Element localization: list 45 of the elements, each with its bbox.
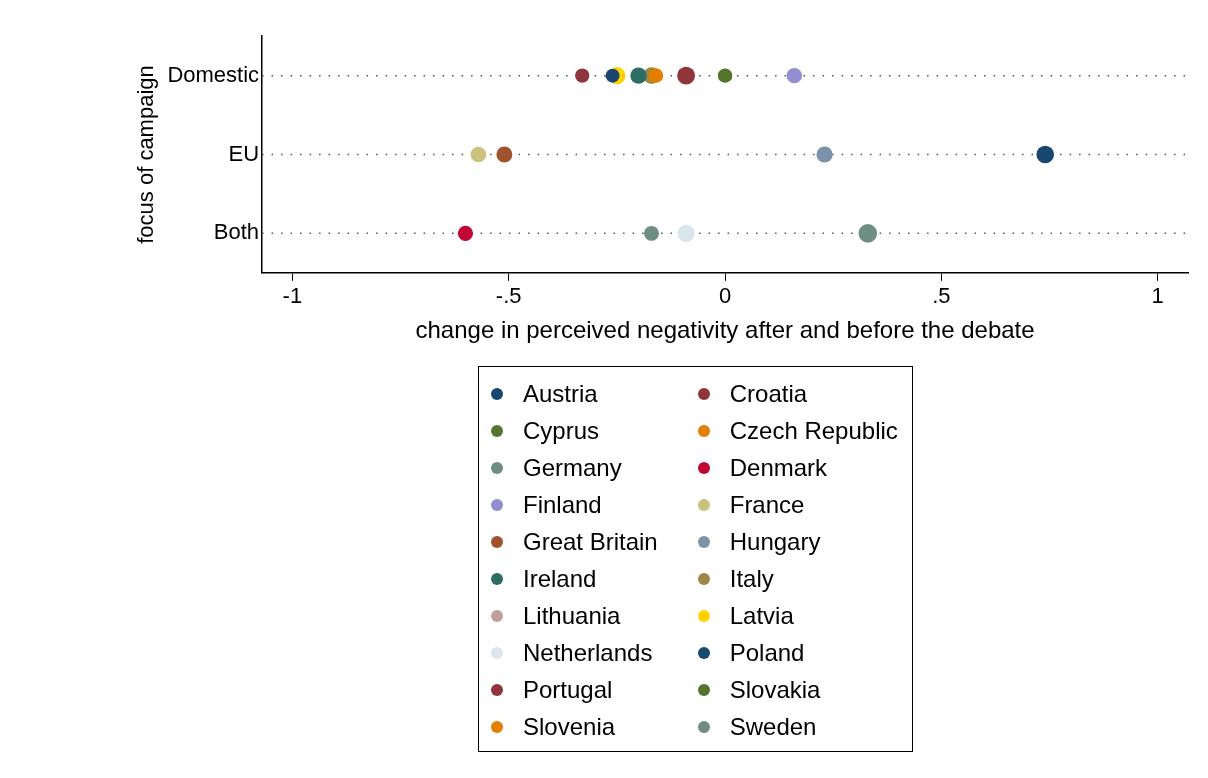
x-tick-label: 0 (718, 283, 732, 309)
point (630, 67, 647, 84)
point (496, 146, 513, 163)
legend-label: Ireland (523, 564, 597, 593)
legend-label: Hungary (729, 527, 821, 556)
legend-label: Italy (729, 564, 774, 593)
y-axis-title: focus of campaign (133, 65, 159, 244)
legend-label: Poland (729, 638, 805, 667)
legend-label: Austria (523, 379, 598, 408)
x-tick-label: -.5 (495, 283, 522, 309)
point (644, 225, 659, 241)
legend-label: Germany (523, 453, 622, 482)
x-axis-title: change in perceived negativity after and before the debate (415, 316, 1035, 344)
legend-label: Croatia (729, 379, 808, 408)
point (1036, 145, 1055, 164)
legend-label: Slovenia (523, 712, 616, 741)
legend-label: Netherlands (523, 638, 653, 667)
point (677, 66, 696, 85)
legend-label: Sweden (729, 712, 817, 741)
point (575, 68, 590, 83)
legend-label: Portugal (523, 675, 613, 704)
y-tick-label: Domestic (167, 61, 260, 87)
legend-label: Latvia (729, 601, 794, 630)
legend-label: Denmark (729, 453, 828, 482)
legend-label: France (729, 490, 805, 519)
legend-label: Lithuania (523, 601, 621, 630)
x-tick-label: 1 (1151, 283, 1164, 309)
legend-label: Great Britain (523, 527, 658, 556)
point (786, 67, 802, 84)
point (457, 225, 474, 241)
x-tick-label: .5 (932, 283, 951, 309)
point (816, 146, 833, 163)
x-tick-label: -1 (282, 283, 303, 309)
point (605, 68, 620, 83)
y-tick-label: Both (213, 219, 260, 245)
legend-label: Finland (523, 490, 602, 519)
point (648, 68, 664, 83)
point (858, 224, 878, 243)
legend-label: Czech Republic (729, 416, 898, 445)
point (470, 146, 487, 163)
legend-label: Slovakia (729, 675, 821, 704)
legend-label: Cyprus (523, 416, 600, 445)
point (717, 68, 733, 83)
point (677, 224, 695, 243)
y-tick-label: EU (228, 140, 260, 166)
